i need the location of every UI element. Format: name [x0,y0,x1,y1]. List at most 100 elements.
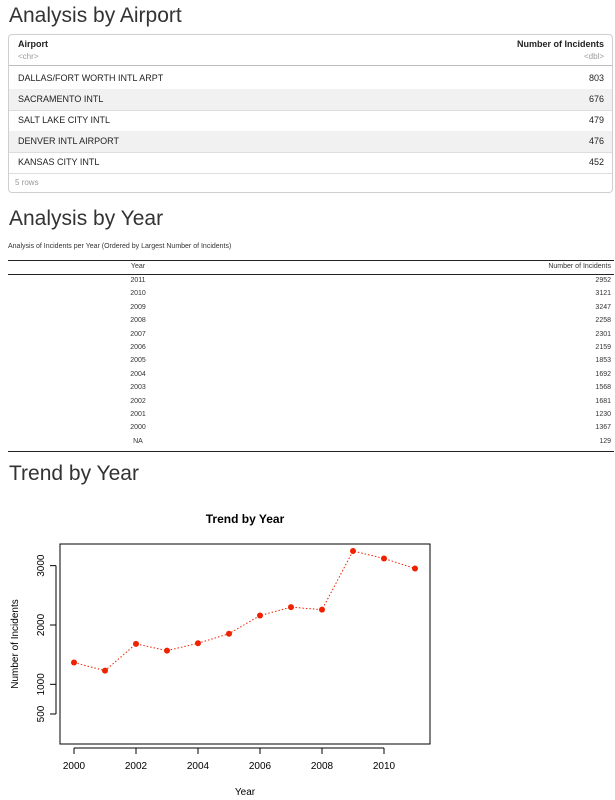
incidents-cell: 452 [588,157,604,167]
data-point [164,647,170,654]
airport-cell: DENVER INTL AIRPORT [18,136,120,146]
incidents-cell: 1568 [595,384,611,392]
airport-cell: KANSAS CITY INTL [18,157,100,167]
table-row: SALT LAKE CITY INTL 479 [9,110,612,132]
col-airport-type: <chr> [18,52,39,61]
year-cell: 2002 [130,397,146,405]
airport-section-title: Analysis by Airport [9,4,182,27]
airport-cell: SALT LAKE CITY INTL [18,115,111,125]
table-row-count: 5 rows [15,178,39,187]
x-axis: 2000 2002 2004 2006 2008 2010 [63,747,396,772]
trend-chart: Trend by Year 2000 2002 2004 2006 2008 2010 5… [10,512,431,798]
data-point [319,606,325,613]
data-point [257,612,263,619]
y-tick-label: 500 [36,705,47,722]
data-point [195,640,201,647]
year-cell: 2005 [130,357,146,365]
year-cell: 2009 [130,303,146,311]
table-row: 2007 2301 [8,329,614,342]
airport-table-header: Airport <chr> Number of Incidents <dbl> [9,35,612,66]
chart-title: Trend by Year [206,512,285,526]
table-row: SACRAMENTO INTL 676 [9,89,612,111]
table-row: NA 129 [8,436,614,449]
table-row: KANSAS CITY INTL 452 [9,152,612,174]
table-row: 2002 1681 [8,396,614,409]
incidents-cell: 803 [588,73,604,83]
year-cell: 2008 [130,317,146,325]
y-tick-label: 1000 [36,673,47,696]
incidents-cell: 1681 [595,397,611,405]
incidents-cell: 676 [588,94,604,104]
data-point [412,565,418,572]
table-row: DALLAS/FORT WORTH INTL ARPT 803 [9,68,612,90]
table-row: 2008 2258 [8,315,614,328]
year-table: Year Number of Incidents 2011 2952 2010 312… [8,260,614,452]
table-row: 2001 1230 [8,409,614,422]
x-tick-label: 2010 [373,761,396,772]
data-point [381,555,387,562]
year-cell: 2004 [130,370,146,378]
incidents-cell: 2301 [595,330,611,338]
col-incidents-header: Number of Incidents [548,263,611,270]
x-tick-label: 2008 [311,761,334,772]
table-row: 2000 1367 [8,422,614,435]
incidents-cell: 479 [588,115,604,125]
year-cell: 2006 [130,344,146,351]
col-incidents-header[interactable]: Number of Incidents [516,39,604,49]
incidents-cell: 476 [588,136,604,146]
year-cell: 2003 [130,384,146,392]
y-tick-label: 3000 [36,554,47,577]
year-cell: 2001 [130,411,146,418]
y-axis-label: Number of Incidents [10,599,21,689]
incidents-cell: 2952 [595,277,611,284]
year-table-caption: Analysis of Incidents per Year (Ordered … [8,243,232,250]
table-row: 2006 2159 [8,342,614,355]
year-table-header: Year Number of Incidents [8,261,614,275]
data-point [102,667,108,674]
series-line [73,550,416,672]
data-point [71,659,77,666]
incidents-cell: 1230 [595,411,611,418]
year-section-title: Analysis by Year [9,207,164,230]
table-row: 2011 2952 [8,275,614,288]
table-row: 2010 3121 [8,288,614,301]
col-year-header: Year [130,263,146,270]
year-cell: 2007 [130,330,146,338]
year-cell: 2011 [130,277,146,284]
airport-cell: DALLAS/FORT WORTH INTL ARPT [18,73,164,83]
incidents-cell: 3247 [595,303,611,311]
table-row: 2003 1568 [8,382,614,395]
table-row: DENVER INTL AIRPORT 476 [9,131,612,153]
airport-cell: SACRAMENTO INTL [18,94,104,104]
series-incidents [71,548,418,674]
plot-frame [59,543,431,745]
incidents-cell: 1692 [595,370,611,378]
table-row: 2005 1853 [8,355,614,368]
x-tick-label: 2004 [187,761,210,772]
year-cell: 2000 [130,424,146,432]
year-cell: 2010 [130,290,146,298]
x-tick-label: 2002 [125,761,148,772]
incidents-cell: 2258 [595,317,611,325]
data-point [226,630,232,637]
data-point [350,548,356,554]
incidents-cell: 1853 [595,357,611,365]
col-airport-header[interactable]: Airport [18,39,48,49]
airport-table: Airport <chr> Number of Incidents <dbl> … [8,34,613,193]
trend-section-title: Trend by Year [9,462,139,485]
col-incidents-type: <dbl> [583,52,604,61]
incidents-cell: 129 [599,437,611,445]
x-tick-label: 2000 [63,761,86,772]
table-row: 2004 1692 [8,369,614,382]
data-point [288,604,294,611]
y-axis: 500 1000 2000 3000 [36,554,57,722]
incidents-cell: 2159 [595,344,611,351]
y-tick-label: 2000 [36,613,47,636]
incidents-cell: 3121 [595,290,611,298]
incidents-cell: 1367 [595,424,611,432]
year-cell: NA [133,437,143,445]
table-row: 2009 3247 [8,302,614,315]
x-tick-label: 2006 [249,761,272,772]
x-axis-label: Year [235,787,256,798]
data-point [133,640,139,647]
